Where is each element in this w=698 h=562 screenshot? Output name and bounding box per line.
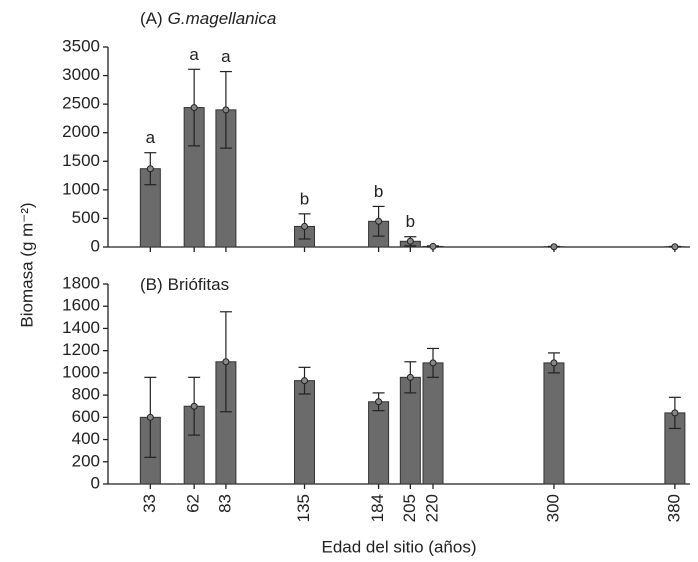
y-tick-label: 0	[91, 473, 100, 492]
mean-point	[222, 106, 230, 114]
significance-letter: b	[374, 182, 383, 201]
mean-point	[301, 222, 309, 230]
mean-point	[301, 377, 309, 385]
mean-point	[550, 243, 558, 251]
mean-point	[375, 398, 383, 406]
mean-point	[671, 243, 679, 251]
x-tick-label: 83	[215, 494, 234, 513]
y-tick-label: 200	[72, 451, 100, 470]
significance-letter: b	[406, 212, 415, 231]
y-tick-label: 1400	[62, 318, 100, 337]
y-tick-label: 3000	[62, 65, 100, 84]
bar	[422, 362, 444, 485]
mean-point	[375, 217, 383, 225]
significance-letter: a	[221, 47, 231, 66]
y-tick-label: 400	[72, 429, 100, 448]
mean-point	[146, 413, 154, 421]
bar	[368, 401, 390, 485]
mean-point	[429, 359, 437, 367]
y-tick-label: 800	[72, 385, 100, 404]
panel-title: (A) G.magellanica	[140, 9, 276, 28]
panel-title: (B) Briófitas	[140, 275, 229, 294]
panel-label: (A)	[140, 9, 163, 28]
mean-point	[146, 165, 154, 173]
y-tick-label: 0	[91, 236, 100, 255]
mean-point	[406, 237, 414, 245]
y-tick-label: 1000	[62, 179, 100, 198]
x-tick-label: 33	[140, 494, 159, 513]
y-tick-label: 1200	[62, 340, 100, 359]
y-tick-label: 1800	[62, 273, 100, 292]
bar	[543, 362, 565, 485]
y-tick-label: 600	[72, 407, 100, 426]
panel-name: Briófitas	[168, 275, 229, 294]
x-tick-label: 220	[422, 494, 441, 522]
y-tick-label: 500	[72, 208, 100, 227]
y-tick-label: 2500	[62, 94, 100, 113]
significance-letter: a	[189, 45, 199, 64]
x-tick-label: 135	[294, 494, 313, 522]
mean-point	[429, 242, 437, 250]
y-tick-label: 3500	[62, 36, 100, 55]
x-tick-label: 300	[543, 494, 562, 522]
significance-letter: a	[146, 128, 156, 147]
y-tick-label: 1000	[62, 362, 100, 381]
x-tick-label: 184	[368, 494, 387, 522]
significance-letter: b	[300, 189, 309, 208]
x-tick-label: 380	[664, 494, 683, 522]
y-tick-label: 1500	[62, 151, 100, 170]
y-tick-label: 1600	[62, 296, 100, 315]
mean-point	[222, 358, 230, 366]
bar	[294, 380, 316, 485]
panel-name: G.magellanica	[168, 9, 277, 28]
mean-point	[190, 104, 198, 112]
y-tick-label: 2000	[62, 122, 100, 141]
panel-label: (B)	[140, 275, 163, 294]
mean-point	[550, 359, 558, 367]
mean-point	[406, 373, 414, 381]
x-axis-label: Edad del sitio (años)	[322, 537, 477, 556]
mean-point	[190, 402, 198, 410]
mean-point	[671, 409, 679, 417]
x-tick-label: 62	[184, 494, 203, 513]
y-axis-label: Biomasa (g m⁻²)	[17, 202, 36, 327]
x-tick-label: 205	[400, 494, 419, 522]
